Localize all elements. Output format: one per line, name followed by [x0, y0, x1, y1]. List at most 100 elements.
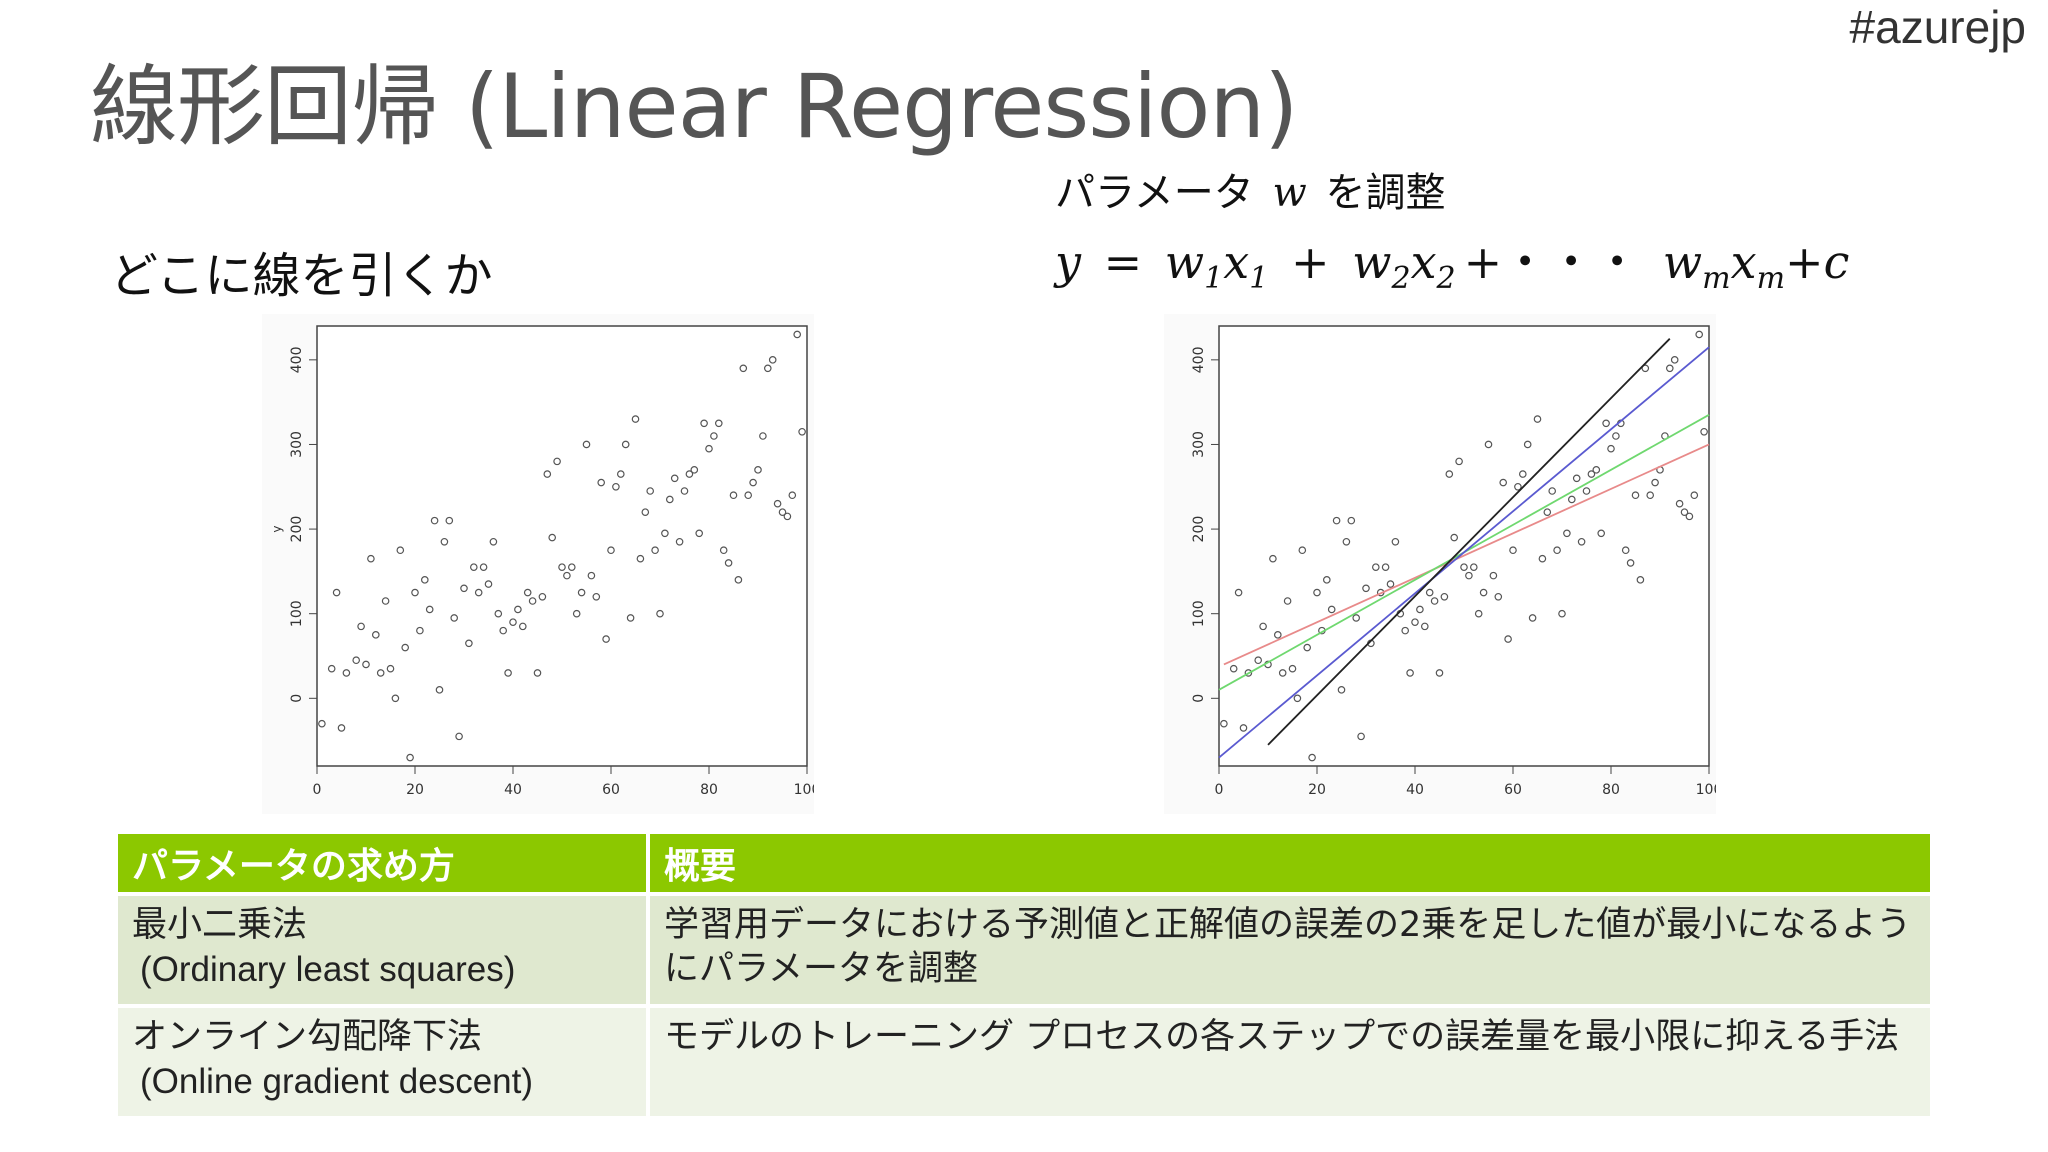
- y-tick-label: 200: [1191, 516, 1207, 543]
- data-point: [1303, 643, 1312, 652]
- data-point: [1646, 491, 1655, 500]
- data-point: [1406, 669, 1414, 677]
- data-point: [1425, 588, 1434, 597]
- data-point: [1288, 664, 1297, 673]
- data-point: [587, 571, 596, 580]
- data-point: [1523, 440, 1532, 449]
- data-point: [1582, 487, 1591, 495]
- data-point: [749, 478, 757, 487]
- data-point: [798, 427, 806, 436]
- formula-y: y: [1055, 235, 1081, 289]
- y-tick-label: 300: [289, 431, 305, 458]
- data-point: [352, 656, 361, 665]
- data-point: [494, 609, 503, 618]
- scatter-plot-fitted: 0 20 40 60 80 100 0 100 200 300 400: [1164, 314, 1716, 814]
- data-point: [582, 440, 591, 449]
- data-point: [641, 508, 650, 516]
- formula-xm-sub: m: [1756, 261, 1786, 297]
- data-point: [1450, 533, 1459, 542]
- data-point: [474, 588, 483, 597]
- regression-line: [1223, 443, 1710, 666]
- data-point: [1435, 669, 1444, 677]
- x-tick-label: 40: [504, 782, 522, 798]
- data-point: [661, 529, 669, 538]
- data-point: [1269, 554, 1277, 563]
- data-point: [646, 487, 655, 495]
- data-point: [342, 669, 351, 677]
- data-point: [318, 719, 326, 728]
- data-point: [523, 588, 532, 597]
- data-point: [372, 631, 380, 639]
- method-name-en: (Ordinary least squares): [140, 949, 516, 989]
- data-point: [607, 546, 615, 555]
- data-point: [597, 478, 606, 487]
- data-point: [381, 597, 390, 605]
- x-tick-label: 60: [602, 782, 620, 798]
- formula-x1-sub: 1: [1249, 261, 1269, 297]
- data-point: [479, 563, 488, 571]
- data-point: [744, 491, 753, 500]
- data-point: [1494, 592, 1503, 601]
- data-point: [1308, 753, 1316, 762]
- data-point: [1563, 529, 1571, 538]
- formula-wm-sub: m: [1702, 261, 1731, 297]
- data-point: [572, 609, 581, 618]
- formula-tail: +c: [1785, 235, 1850, 289]
- data-point: [1621, 546, 1630, 555]
- data-point: [1602, 419, 1610, 428]
- data-point: [1680, 508, 1689, 516]
- data-point: [1690, 491, 1699, 500]
- data-point: [1313, 588, 1321, 597]
- data-point: [1416, 605, 1424, 614]
- data-point: [793, 330, 802, 339]
- data-point: [1327, 605, 1336, 614]
- hashtag: #azurejp: [1849, 1, 2026, 53]
- x-tick-label: 20: [1308, 782, 1326, 798]
- data-point: [1504, 635, 1512, 643]
- data-point: [406, 753, 414, 762]
- data-point: [1538, 554, 1547, 563]
- formula-x1: x: [1223, 235, 1250, 289]
- data-point: [567, 563, 576, 571]
- data-point: [754, 466, 762, 474]
- data-point: [739, 364, 748, 373]
- data-point: [1372, 563, 1380, 571]
- data-point: [465, 639, 473, 648]
- data-point: [656, 609, 664, 618]
- data-point: [445, 516, 454, 525]
- data-point: [1695, 330, 1704, 339]
- data-point: [425, 605, 434, 614]
- scatter-plot-fitted-svg: 0 20 40 60 80 100 0 100 200 300 400: [1191, 325, 1716, 798]
- data-point: [1597, 529, 1606, 538]
- data-point: [690, 466, 699, 474]
- data-point: [1528, 614, 1537, 622]
- data-point: [773, 499, 782, 508]
- data-point: [778, 508, 787, 516]
- data-point: [1665, 364, 1674, 373]
- data-point: [1391, 537, 1400, 546]
- data-point: [548, 533, 557, 542]
- data-point: [1636, 576, 1645, 584]
- data-point: [1274, 631, 1282, 639]
- method-name-en: (Online gradient descent): [140, 1061, 533, 1101]
- data-point: [1465, 571, 1473, 580]
- y-tick-label: 0: [289, 694, 305, 703]
- data-point: [710, 432, 718, 440]
- data-point: [1239, 724, 1248, 732]
- data-point: [1479, 588, 1488, 597]
- data-point: [1577, 537, 1586, 546]
- data-point: [734, 576, 743, 584]
- data-point: [788, 491, 797, 500]
- y-tick-label: 100: [1191, 600, 1207, 627]
- data-point: [621, 440, 630, 449]
- data-point: [1533, 415, 1542, 423]
- data-point: [421, 576, 429, 584]
- x-tick-label: 0: [313, 782, 322, 798]
- formula-w2-sub: 2: [1391, 261, 1411, 297]
- method-name: オンライン勾配降下法: [132, 1017, 483, 1057]
- formula-w1: w: [1164, 235, 1205, 289]
- data-point: [1587, 470, 1596, 478]
- data-point: [705, 444, 713, 453]
- data-point: [670, 474, 679, 483]
- data-point: [616, 470, 625, 478]
